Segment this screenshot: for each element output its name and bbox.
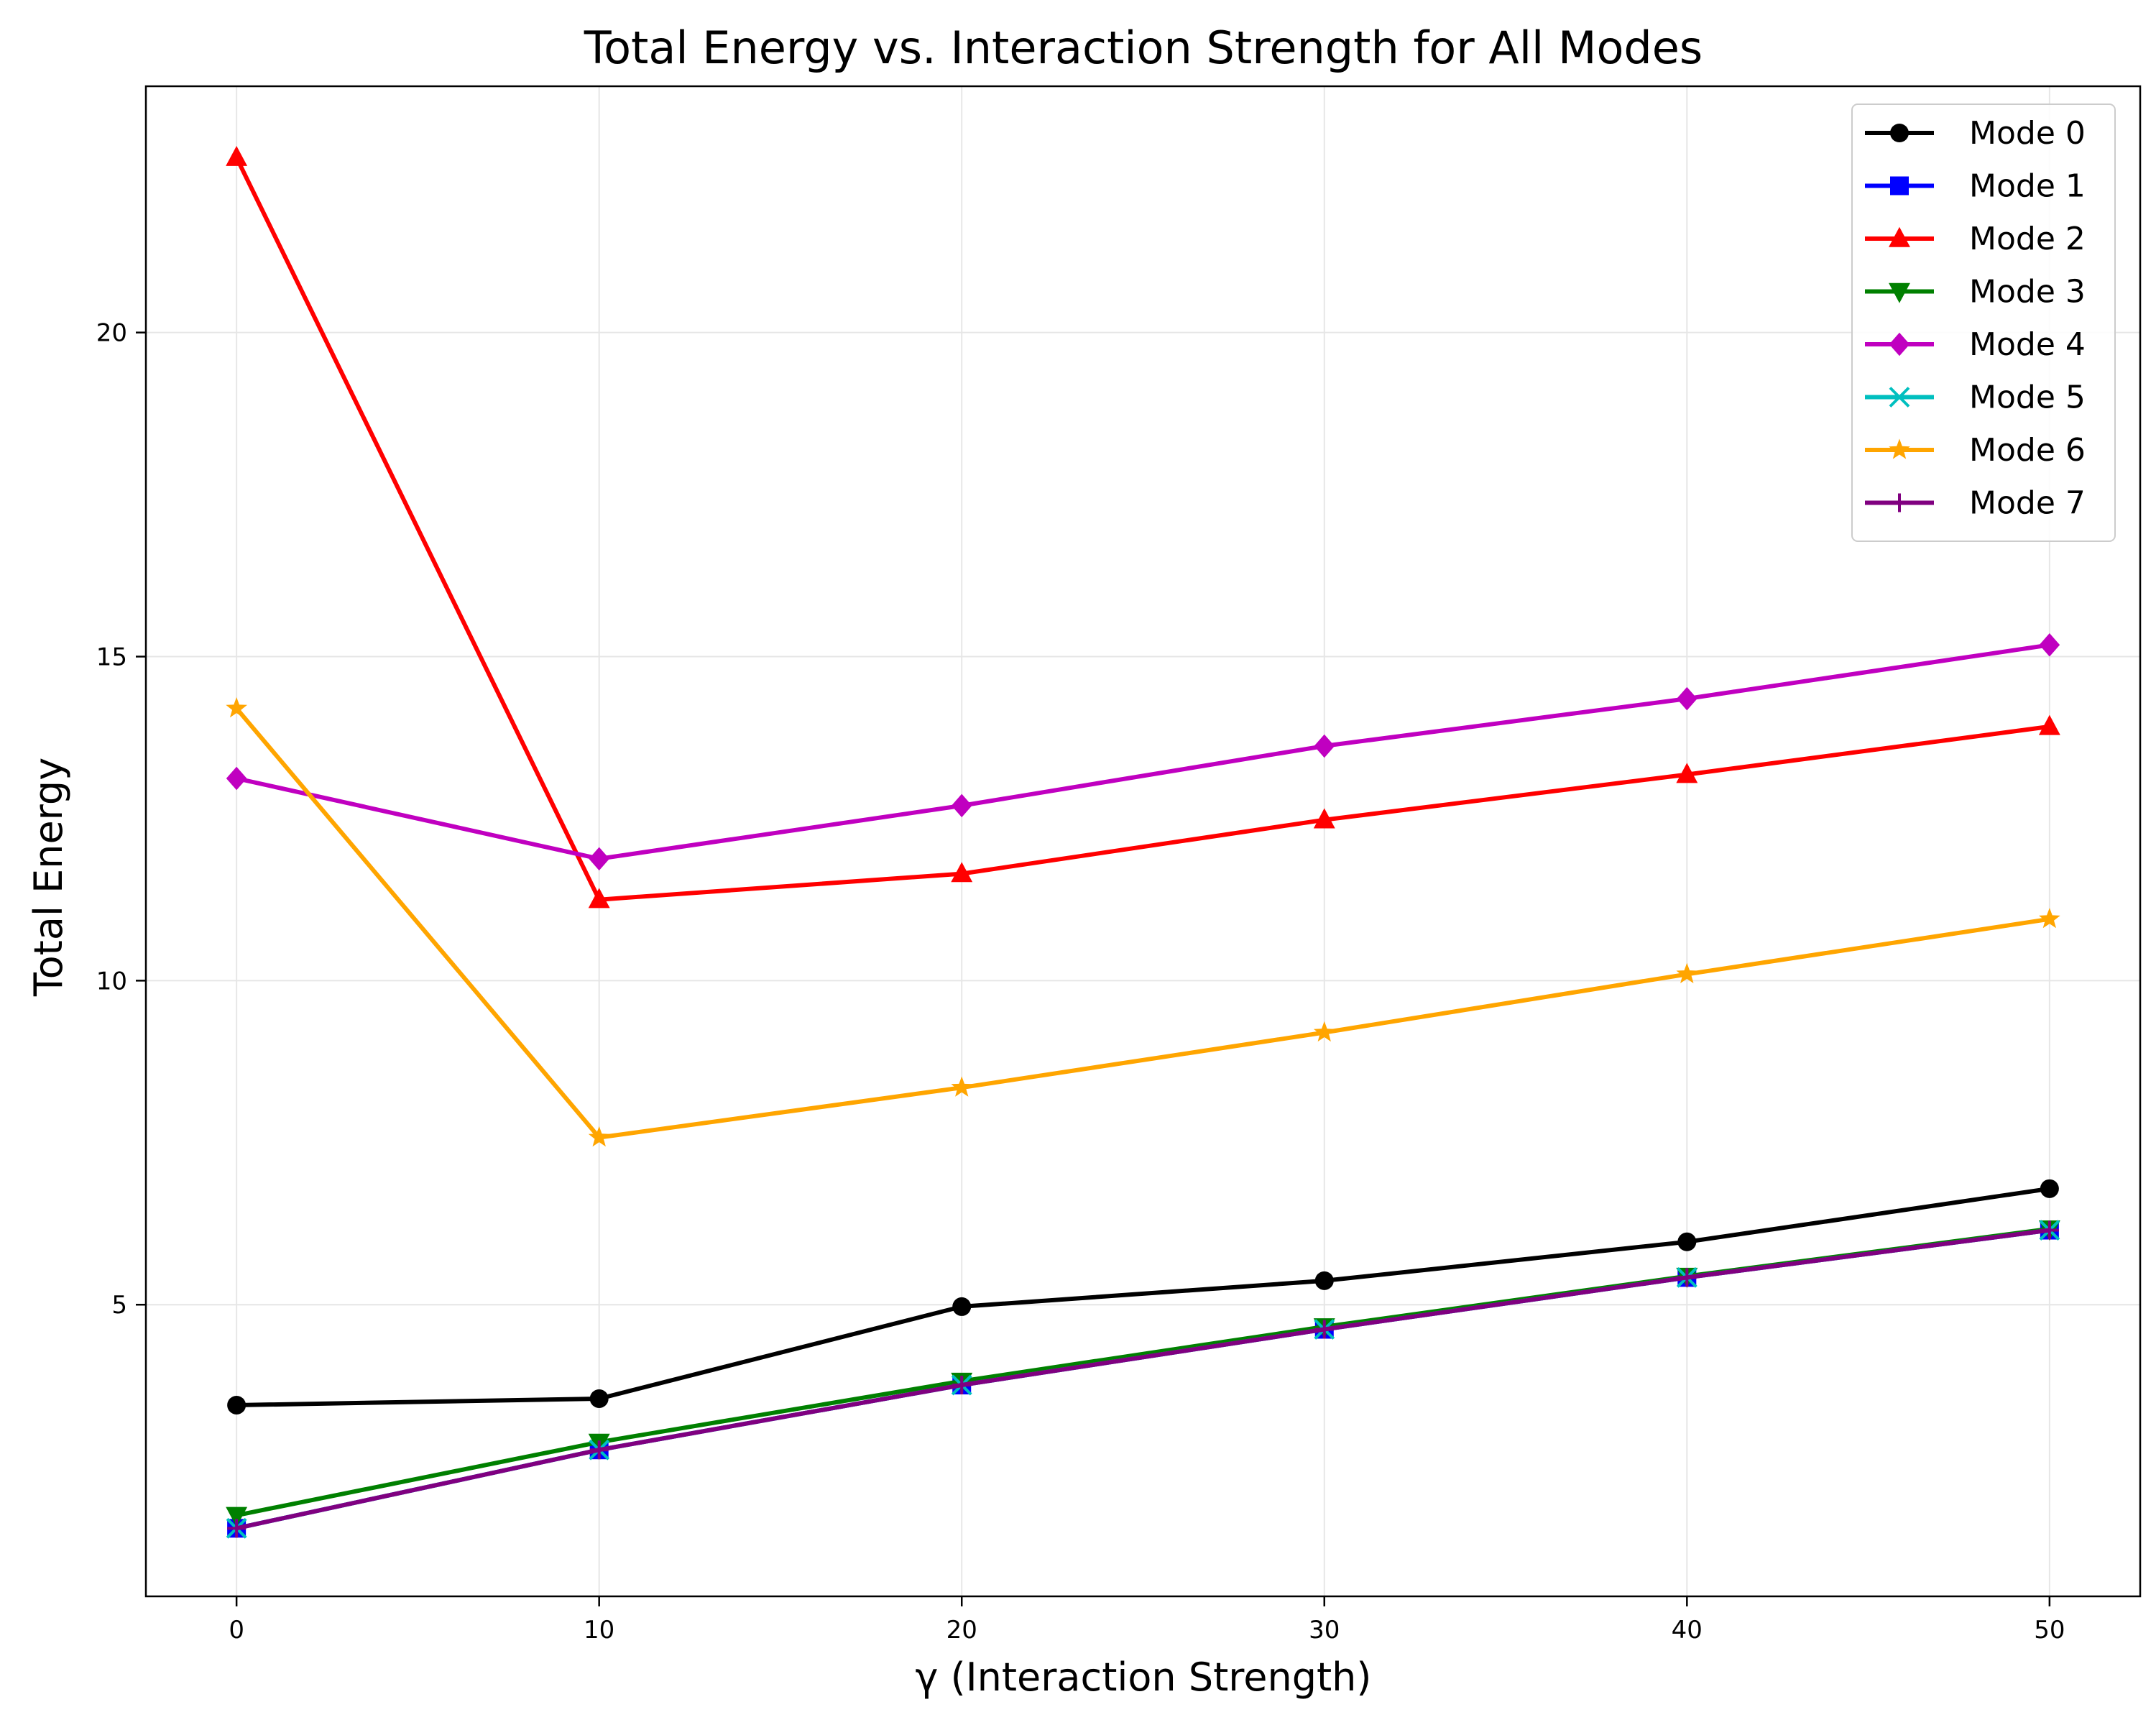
legend-label: Mode 5 bbox=[1969, 380, 2086, 416]
legend-marker bbox=[1889, 438, 1910, 459]
legend-label: Mode 3 bbox=[1969, 274, 2086, 310]
y-tick-label: 15 bbox=[96, 643, 127, 672]
data-point bbox=[2039, 908, 2060, 929]
data-point bbox=[951, 794, 972, 818]
legend-label: Mode 0 bbox=[1969, 115, 2086, 152]
legend-item: Mode 7 bbox=[1865, 485, 2086, 522]
plot-series bbox=[226, 145, 2060, 1539]
x-tick-label: 20 bbox=[946, 1616, 977, 1644]
series-line bbox=[236, 1228, 2050, 1531]
plot-frame bbox=[144, 85, 2142, 1598]
data-point bbox=[1313, 808, 1335, 829]
axes: 0 10 20 30 40 50 5 10 15 20 bbox=[96, 85, 2142, 1644]
data-point bbox=[1314, 1320, 1334, 1339]
series-line bbox=[234, 156, 2050, 902]
data-point bbox=[1677, 1268, 1697, 1287]
series-mode-2 bbox=[226, 145, 2060, 908]
series-line bbox=[236, 1228, 2050, 1531]
data-point bbox=[1314, 1271, 1334, 1290]
data-point bbox=[951, 862, 973, 883]
data-point bbox=[1676, 962, 1698, 983]
data-point bbox=[589, 847, 609, 871]
data-point bbox=[226, 1506, 248, 1527]
series-mode-5 bbox=[226, 1220, 2060, 1539]
legend-item: Mode 4 bbox=[1865, 326, 2086, 363]
y-tick-label: 20 bbox=[96, 319, 127, 348]
chart-title: Total Energy vs. Interaction Strength fo… bbox=[584, 22, 1703, 74]
legend-marker bbox=[1889, 226, 1910, 247]
data-point bbox=[1313, 1021, 1335, 1042]
data-point bbox=[227, 1395, 247, 1414]
x-tick-label: 10 bbox=[584, 1616, 614, 1644]
data-point bbox=[952, 1376, 972, 1395]
series-mode-7 bbox=[227, 1220, 2059, 1538]
data-point bbox=[1676, 763, 1698, 783]
x-tick-label: 30 bbox=[1309, 1616, 1340, 1644]
legend-label: Mode 6 bbox=[1969, 432, 2086, 469]
series-line bbox=[236, 1186, 2050, 1407]
series-mode-6 bbox=[226, 697, 2060, 1147]
x-tick-label: 0 bbox=[229, 1616, 244, 1644]
data-point bbox=[227, 1519, 247, 1538]
legend-label: Mode 4 bbox=[1969, 326, 2086, 363]
legend-item: Mode 2 bbox=[1865, 221, 2086, 257]
legend-label: Mode 1 bbox=[1969, 168, 2086, 205]
grid-lines bbox=[146, 86, 2140, 1596]
legend-label: Mode 2 bbox=[1969, 221, 2086, 257]
data-point bbox=[952, 1297, 972, 1316]
data-point bbox=[226, 145, 248, 166]
y-axis-label: Total Energy bbox=[26, 758, 71, 997]
data-point bbox=[588, 888, 610, 908]
legend-item: Mode 5 bbox=[1865, 380, 2086, 416]
x-tick-label: 50 bbox=[2034, 1616, 2065, 1644]
legend-marker bbox=[1890, 176, 1909, 196]
data-point bbox=[226, 697, 247, 718]
legend-label: Mode 7 bbox=[1969, 485, 2086, 522]
legend-item: Mode 1 bbox=[1865, 168, 2086, 205]
legend-item: Mode 6 bbox=[1865, 432, 2086, 469]
legend: Mode 0 Mode 1 Mode 2 Mode 3 Mode 4 Mode 5 Mode… bbox=[1851, 104, 2116, 542]
legend-marker bbox=[1889, 387, 1910, 408]
data-point bbox=[1677, 686, 1697, 711]
legend-marker bbox=[1890, 124, 1909, 142]
legend-marker bbox=[1889, 332, 1910, 356]
series-line bbox=[236, 1228, 2050, 1531]
data-point bbox=[2040, 1179, 2059, 1198]
data-point bbox=[226, 766, 247, 791]
legend-marker bbox=[1889, 282, 1910, 303]
data-point bbox=[589, 1440, 609, 1460]
data-point bbox=[588, 1126, 610, 1147]
data-point bbox=[951, 1076, 973, 1097]
data-point bbox=[2039, 633, 2060, 657]
legend-item: Mode 3 bbox=[1865, 274, 2086, 310]
data-point bbox=[2040, 1220, 2059, 1240]
series-mode-4 bbox=[226, 633, 2060, 871]
series-mode-0 bbox=[227, 1179, 2059, 1414]
series-line bbox=[236, 1226, 2050, 1518]
data-point bbox=[1677, 1232, 1697, 1251]
legend-box bbox=[1851, 104, 2116, 542]
y-tick-label: 5 bbox=[111, 1291, 127, 1320]
data-point bbox=[589, 1389, 609, 1408]
data-point bbox=[1314, 734, 1335, 758]
data-point bbox=[2038, 714, 2060, 735]
series-mode-1 bbox=[227, 1220, 2059, 1538]
x-axis-label: γ (Interaction Strength) bbox=[916, 1655, 1372, 1700]
series-line bbox=[236, 643, 2050, 861]
legend-marker bbox=[1890, 493, 1909, 512]
x-tick-label: 40 bbox=[1672, 1616, 1703, 1644]
legend-item: Mode 0 bbox=[1865, 115, 2086, 152]
y-tick-label: 10 bbox=[96, 967, 127, 995]
series-line bbox=[234, 707, 2050, 1140]
